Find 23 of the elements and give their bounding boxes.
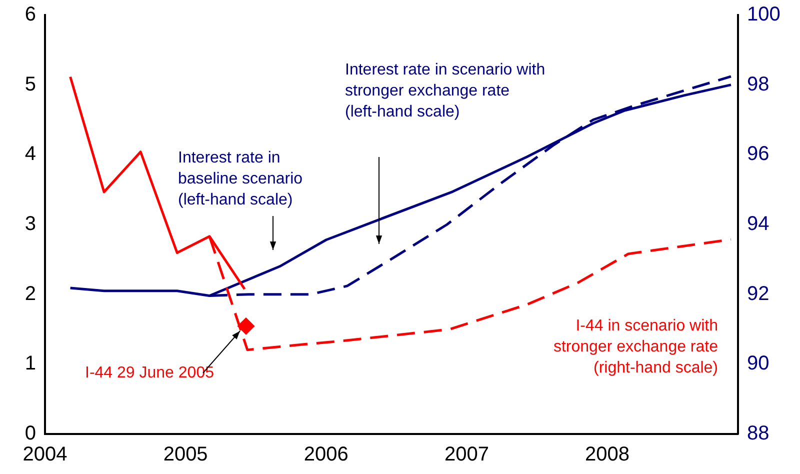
y-tick-label: 2 bbox=[24, 282, 36, 305]
y2-tick-label: 92 bbox=[747, 282, 770, 305]
y-tick-label: 1 bbox=[24, 352, 36, 375]
y-tick-label: 4 bbox=[24, 143, 36, 166]
y2-tick-label: 100 bbox=[747, 4, 780, 26]
x-tick-label: 2007 bbox=[444, 444, 489, 466]
y2-tick-label: 96 bbox=[747, 143, 770, 166]
y-tick-label: 6 bbox=[24, 4, 36, 26]
y2-tick-label: 98 bbox=[747, 73, 770, 96]
series-label: Interest rate in scenario with stronger exchange rate (left-hand scale) bbox=[345, 61, 546, 120]
y2-tick-label: 88 bbox=[747, 422, 770, 445]
x-tick-label: 2006 bbox=[304, 444, 348, 466]
text: I-44 29 June 2005 bbox=[85, 364, 214, 382]
series-label: I-44 in scenario with stronger exchange rate (right-hand scale) bbox=[553, 317, 718, 376]
text: Interest rate in baseline scenario (left-hand scale) bbox=[178, 149, 303, 208]
y2-tick-label: 94 bbox=[747, 213, 770, 236]
y-tick-label: 0 bbox=[24, 422, 36, 445]
y2-tick-label: 90 bbox=[747, 352, 770, 375]
x-tick-label: 2008 bbox=[585, 444, 630, 466]
x-tick-label: 2004 bbox=[22, 444, 68, 466]
x-tick-label: 2005 bbox=[163, 444, 208, 466]
y-tick-label: 3 bbox=[24, 213, 36, 236]
y-tick-label: 5 bbox=[24, 73, 36, 96]
